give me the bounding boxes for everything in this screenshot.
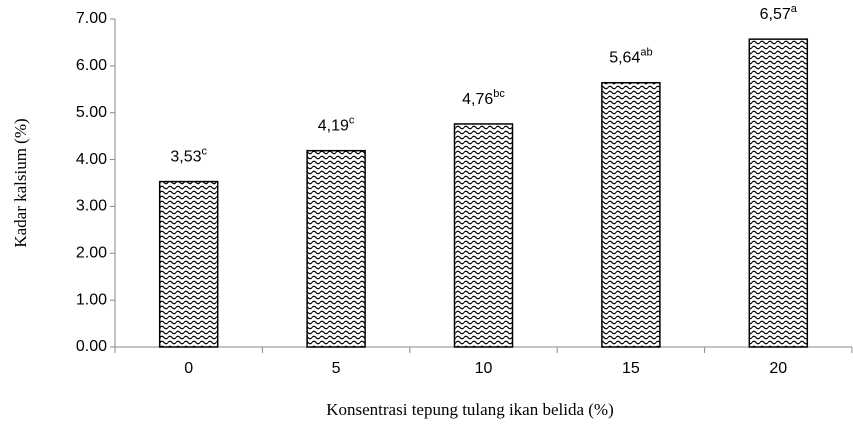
x-tick-label: 5 <box>332 360 341 377</box>
x-tick-label: 0 <box>184 360 193 377</box>
y-axis-label: Kadar kalsium (%) <box>11 118 30 247</box>
value-label: 3,53c <box>170 146 207 166</box>
value-label: 6,57a <box>760 3 798 23</box>
x-tick-label: 15 <box>622 360 640 377</box>
x-axis-label: Konsentrasi tepung tulang ikan belida (%… <box>326 400 614 419</box>
bar <box>748 38 809 348</box>
y-tick-label: 4.00 <box>76 151 107 168</box>
bar <box>158 180 219 348</box>
x-tick-label: 10 <box>475 360 493 377</box>
significance-letter: c <box>202 146 208 158</box>
bar <box>601 81 661 348</box>
bar <box>306 149 366 348</box>
significance-letter: bc <box>493 88 505 100</box>
significance-letter: a <box>791 3 798 15</box>
value-label: 5,64ab <box>609 47 652 67</box>
value-label: 4,19c <box>318 115 355 135</box>
y-tick-label: 2.00 <box>76 245 107 262</box>
y-tick-label: 7.00 <box>76 10 107 27</box>
significance-letter: c <box>349 115 355 127</box>
bar <box>453 123 514 348</box>
y-tick-label: 5.00 <box>76 104 107 121</box>
x-tick-label: 20 <box>769 360 787 377</box>
value-label: 4,76bc <box>462 88 505 108</box>
y-tick-label: 0.00 <box>76 338 107 355</box>
value-label-number: 4,19 <box>318 118 349 135</box>
significance-letter: ab <box>640 47 652 59</box>
y-tick-label: 6.00 <box>76 57 107 74</box>
y-tick-label: 1.00 <box>76 291 107 308</box>
value-label-number: 3,53 <box>170 149 201 166</box>
y-tick-label: 3.00 <box>76 198 107 215</box>
value-label-number: 4,76 <box>462 91 493 108</box>
value-label-number: 6,57 <box>760 6 791 23</box>
value-label-number: 5,64 <box>609 50 640 67</box>
